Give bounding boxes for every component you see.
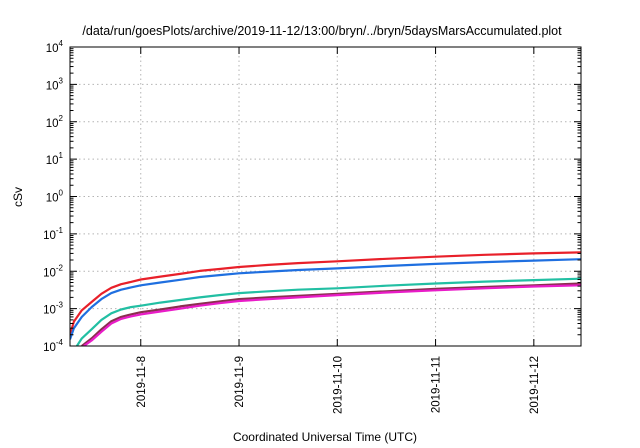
ticks	[70, 46, 581, 347]
y-axis-label: cSv	[11, 187, 25, 207]
series-line-2	[70, 258, 581, 340]
x-tick-label: 2019-11-11	[431, 356, 443, 413]
series-line-4	[81, 282, 581, 346]
x-tick-labels: 2019-11-8 2019-11-9 2019-11-10 2019-11-11 20…	[136, 356, 541, 414]
x-tick-label: 2019-11-12	[529, 356, 541, 414]
x-axis-label: Coordinated Universal Time (UTC)	[233, 430, 417, 444]
y-tick-label: 10-3	[43, 301, 63, 317]
y-tick-label: 10-1	[43, 226, 63, 242]
y-tick-label: 101	[46, 151, 64, 167]
y-tick-label: 100	[46, 189, 64, 205]
series-layer	[70, 251, 581, 346]
y-tick-label: 104	[46, 39, 64, 55]
x-tick-label: 2019-11-8	[136, 356, 148, 408]
y-tick-label: 10-2	[43, 263, 63, 279]
y-tick-labels: 10-4 10-3 10-2 10-1 100 101 102 103 104	[43, 39, 63, 354]
x-tick-label: 2019-11-10	[332, 356, 344, 414]
y-tick-label: 103	[46, 76, 64, 92]
y-tick-label: 102	[46, 114, 64, 130]
series-line-1	[70, 251, 581, 336]
x-tick-label: 2019-11-9	[234, 356, 246, 408]
y-tick-label: 10-4	[43, 338, 63, 354]
chart-title: /data/run/goesPlots/archive/2019-11-12/1…	[82, 24, 562, 38]
grid	[70, 47, 581, 346]
series-line-3	[75, 277, 581, 346]
series-line-5	[83, 284, 581, 346]
